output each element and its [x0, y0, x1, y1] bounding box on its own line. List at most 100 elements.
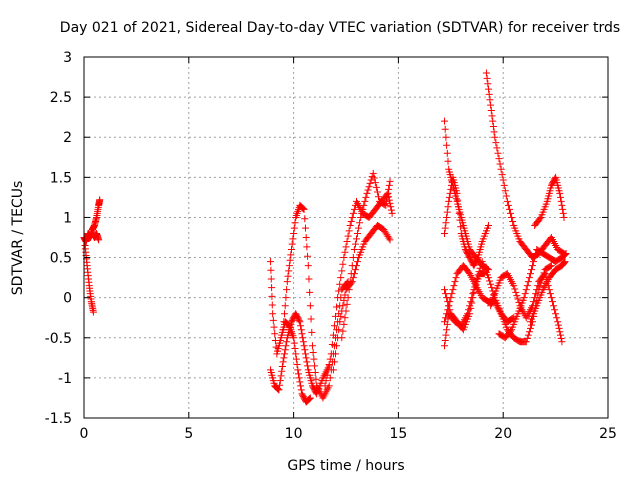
data-point [360, 201, 368, 209]
data-point [267, 266, 275, 274]
data-point [270, 323, 278, 331]
data-point [384, 189, 392, 197]
data-point [494, 149, 502, 157]
data-point [267, 258, 275, 266]
data-point [454, 203, 462, 211]
data-point [281, 310, 289, 318]
data-point [541, 270, 549, 278]
y-tick-label: 2 [63, 130, 72, 146]
data-point [487, 101, 495, 109]
data-point [283, 338, 291, 346]
data-point [560, 259, 568, 267]
data-point [545, 286, 553, 294]
data-point [335, 326, 343, 334]
data-point [457, 223, 465, 231]
data-point [486, 96, 494, 104]
data-point [441, 342, 449, 350]
data-point [302, 234, 310, 241]
data-point [307, 315, 315, 323]
data-point [274, 385, 282, 393]
data-point [503, 197, 511, 205]
data-point [562, 250, 570, 258]
y-tick-label: 0 [63, 291, 72, 307]
data-point [523, 334, 531, 342]
data-point [349, 209, 357, 217]
data-point [286, 256, 294, 264]
data-point [347, 217, 355, 225]
data-point [296, 378, 304, 386]
data-point [302, 354, 310, 362]
data-point [443, 141, 451, 149]
data-point [334, 294, 342, 302]
data-point [303, 243, 311, 251]
data-point [536, 215, 544, 223]
data-point [547, 262, 555, 270]
data-point [344, 294, 352, 302]
data-point [301, 215, 309, 223]
data-point [294, 370, 302, 378]
data-point [283, 286, 291, 294]
data-point [450, 282, 458, 290]
data-point [448, 290, 456, 298]
series-arc-1c [81, 242, 97, 316]
data-point [523, 282, 531, 290]
data-point [488, 112, 496, 120]
data-point [556, 193, 564, 201]
data-point [385, 185, 393, 193]
data-point [441, 336, 449, 344]
x-tick-label: 5 [184, 426, 193, 442]
data-point [534, 282, 542, 290]
data-point [486, 277, 494, 285]
data-point [465, 306, 473, 314]
data-point [385, 234, 393, 242]
data-point [280, 318, 288, 326]
chart-title: Day 021 of 2021, Sidereal Day-to-day VTE… [60, 20, 620, 36]
data-point [339, 327, 347, 335]
data-point [551, 306, 559, 314]
data-point [288, 246, 296, 254]
data-point [348, 213, 356, 221]
series-arc-7 [338, 169, 394, 342]
data-point [330, 358, 338, 366]
data-point [347, 270, 355, 278]
data-point [467, 298, 475, 306]
data-point [336, 280, 344, 288]
data-point [288, 240, 296, 248]
data-point [299, 205, 307, 213]
data-point [339, 260, 347, 268]
data-point [441, 117, 449, 125]
series-arc-12 [441, 270, 488, 350]
data-point [342, 243, 350, 251]
data-point [300, 205, 308, 213]
data-point [299, 204, 307, 212]
data-point [493, 144, 501, 152]
data-point [308, 328, 316, 336]
data-point [96, 196, 104, 204]
data-point [343, 238, 351, 246]
data-point [297, 326, 305, 334]
data-point [344, 232, 352, 240]
data-point [556, 331, 564, 339]
data-point [358, 209, 366, 217]
data-point [557, 197, 565, 205]
data-point [340, 254, 348, 262]
data-point [299, 334, 307, 342]
data-point [290, 334, 298, 342]
data-point [359, 205, 367, 213]
data-point [365, 183, 373, 191]
data-point [531, 254, 539, 262]
data-point [388, 209, 396, 217]
x-tick-label: 0 [80, 426, 89, 442]
data-point [498, 171, 506, 179]
data-point [443, 294, 451, 302]
data-point [352, 235, 360, 243]
data-point [284, 272, 292, 280]
data-point [491, 133, 499, 141]
data-point [281, 346, 289, 354]
series-arc-3 [267, 310, 333, 398]
data-point [441, 229, 449, 237]
data-point [527, 321, 535, 329]
data-point [546, 290, 554, 298]
data-point [468, 294, 476, 302]
data-point [520, 294, 528, 302]
